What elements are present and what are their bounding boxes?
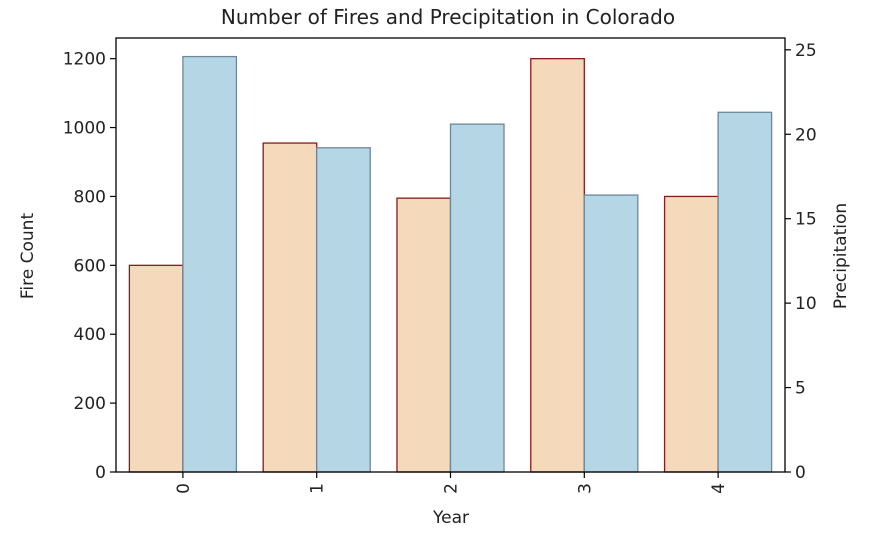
right-y-tick-label: 10 [795,294,817,314]
right-y-tick-label: 5 [795,379,806,399]
right-y-tick-label: 25 [795,41,817,61]
left-y-tick-label: 600 [74,256,106,276]
bar-precipitation-4 [717,111,773,473]
x-axis-title: Year [432,508,469,528]
left-y-tick-label: 200 [74,394,106,414]
bar-fire-count-3 [530,58,585,473]
bar-precipitation-3 [583,194,639,473]
plot-area: 0 200 400 600 800 1000 1200 0 5 10 15 20 25 0 1 2 3 4 [63,37,817,494]
right-y-tick-label: 20 [795,125,817,145]
left-y-tick-label: 400 [74,325,106,345]
x-tick-label: 2 [442,483,462,494]
right-y-tick-label: 0 [795,463,806,483]
left-y-tick-label: 800 [74,187,106,207]
chart-title: Number of Fires and Precipitation in Col… [221,5,675,29]
left-y-tick-label: 0 [95,463,106,483]
x-tick-label: 0 [174,483,194,494]
bar-fire-count-1 [262,142,318,473]
bar-precipitation-1 [316,147,371,473]
x-tick-label: 1 [308,483,328,494]
left-y-tick-label: 1200 [63,50,106,70]
bar-precipitation-2 [449,123,505,473]
bar-fire-count-2 [396,197,452,473]
right-y-tick-label: 15 [795,210,817,230]
left-y-tick-label: 1000 [63,119,106,139]
bar-fire-count-0 [128,264,184,473]
bar-precipitation-0 [182,55,238,473]
left-y-axis-title: Fire Count [18,213,38,300]
right-y-axis-title: Precipitation [831,203,851,309]
x-tick-label: 4 [709,483,729,494]
bar-fire-count-4 [663,195,719,473]
x-tick-label: 3 [575,483,595,494]
